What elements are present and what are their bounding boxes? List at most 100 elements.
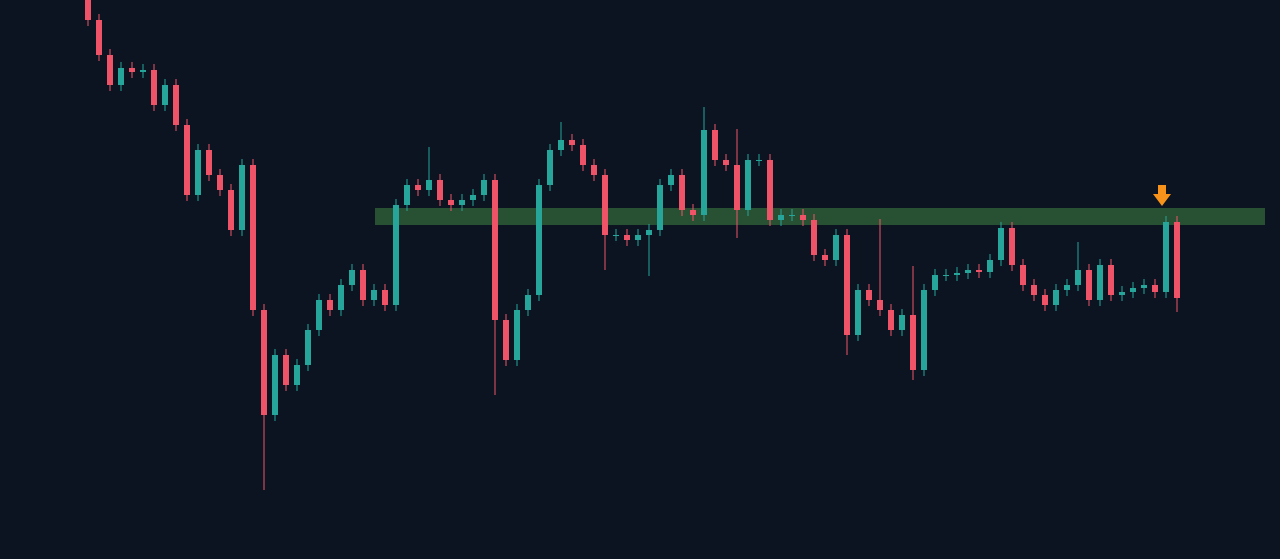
candle-body: [789, 215, 795, 216]
candle-body: [1174, 222, 1180, 298]
candle-body: [360, 270, 366, 300]
candle-body: [701, 130, 707, 215]
candle-body: [239, 165, 245, 230]
candle-body: [1075, 270, 1081, 285]
candle-body: [140, 70, 146, 72]
candle-body: [283, 355, 289, 385]
candle-body: [327, 300, 333, 310]
candle-body: [481, 180, 487, 195]
resistance-zone: [375, 208, 1265, 225]
candle-body: [844, 235, 850, 335]
candle-body: [1009, 228, 1015, 265]
candle-body: [624, 235, 630, 240]
candle-body: [437, 180, 443, 200]
candle-body: [778, 215, 784, 220]
candle-body: [448, 200, 454, 205]
candle-body: [646, 230, 652, 235]
candle-body: [261, 310, 267, 415]
candle-body: [580, 145, 586, 165]
candle-body: [679, 175, 685, 210]
candle-body: [1031, 285, 1037, 295]
candle-body: [525, 295, 531, 310]
zone-layer: [375, 208, 1265, 225]
candle-body: [1119, 292, 1125, 295]
candle-body: [976, 270, 982, 272]
candle-body: [349, 270, 355, 285]
candle-body: [800, 215, 806, 220]
candle-body: [899, 315, 905, 330]
candle-body: [1042, 295, 1048, 305]
candle-body: [272, 355, 278, 415]
candle-body: [1086, 270, 1092, 300]
candle-body: [404, 185, 410, 205]
candle-body: [338, 285, 344, 310]
candle-body: [591, 165, 597, 175]
arrow-head: [1153, 194, 1171, 206]
candle-body: [382, 290, 388, 305]
arrow-marker: [1153, 185, 1171, 206]
candle-body: [767, 160, 773, 220]
candle-body: [1097, 265, 1103, 300]
candle-body: [943, 275, 949, 276]
candle-body: [668, 175, 674, 185]
candle-body: [217, 175, 223, 190]
candle-body: [1130, 288, 1136, 292]
candle-body: [1163, 222, 1169, 292]
candle-body: [866, 290, 872, 300]
candle-body: [932, 275, 938, 290]
candle-body: [250, 165, 256, 310]
candle-body: [855, 290, 861, 335]
candle-body: [1152, 285, 1158, 292]
candle-body: [85, 0, 91, 20]
candle-body: [558, 140, 564, 150]
candle-body: [1053, 290, 1059, 305]
candle-body: [426, 180, 432, 190]
candle-body: [316, 300, 322, 330]
candle-body: [129, 68, 135, 72]
candle-body: [877, 300, 883, 310]
candle-body: [371, 290, 377, 300]
candle-body: [921, 290, 927, 370]
candle-body: [987, 260, 993, 272]
candle-body: [107, 55, 113, 85]
candle-body: [514, 310, 520, 360]
candle-body: [492, 180, 498, 320]
candle-body: [569, 140, 575, 145]
candle-body: [1064, 285, 1070, 290]
candle-body: [723, 160, 729, 165]
candle-body: [536, 185, 542, 295]
candle-body: [1020, 265, 1026, 285]
candle-body: [162, 85, 168, 105]
candle-body: [635, 235, 641, 240]
candle-body: [602, 175, 608, 235]
candle-body: [228, 190, 234, 230]
candle-body: [822, 255, 828, 260]
candle-body: [1108, 265, 1114, 295]
candle-body: [305, 330, 311, 365]
candle-body: [811, 220, 817, 255]
candle-body: [503, 320, 509, 360]
candle-body: [459, 200, 465, 205]
candle-body: [1141, 285, 1147, 288]
candle-body: [657, 185, 663, 230]
candle-body: [745, 160, 751, 210]
candle-body: [547, 150, 553, 185]
candle-body: [118, 68, 124, 85]
candle-body: [294, 365, 300, 385]
candle-body: [998, 228, 1004, 260]
candle-body: [96, 20, 102, 55]
candle-body: [151, 70, 157, 105]
candle-body: [756, 160, 762, 161]
candle-body: [734, 165, 740, 210]
candle-body: [184, 125, 190, 195]
candle-body: [954, 273, 960, 275]
candle-body: [833, 235, 839, 260]
candle-body: [712, 130, 718, 160]
candle-body: [415, 185, 421, 190]
candles: [85, 0, 1180, 490]
candle-body: [910, 315, 916, 370]
candle-body: [965, 270, 971, 273]
candle-body: [613, 235, 619, 236]
